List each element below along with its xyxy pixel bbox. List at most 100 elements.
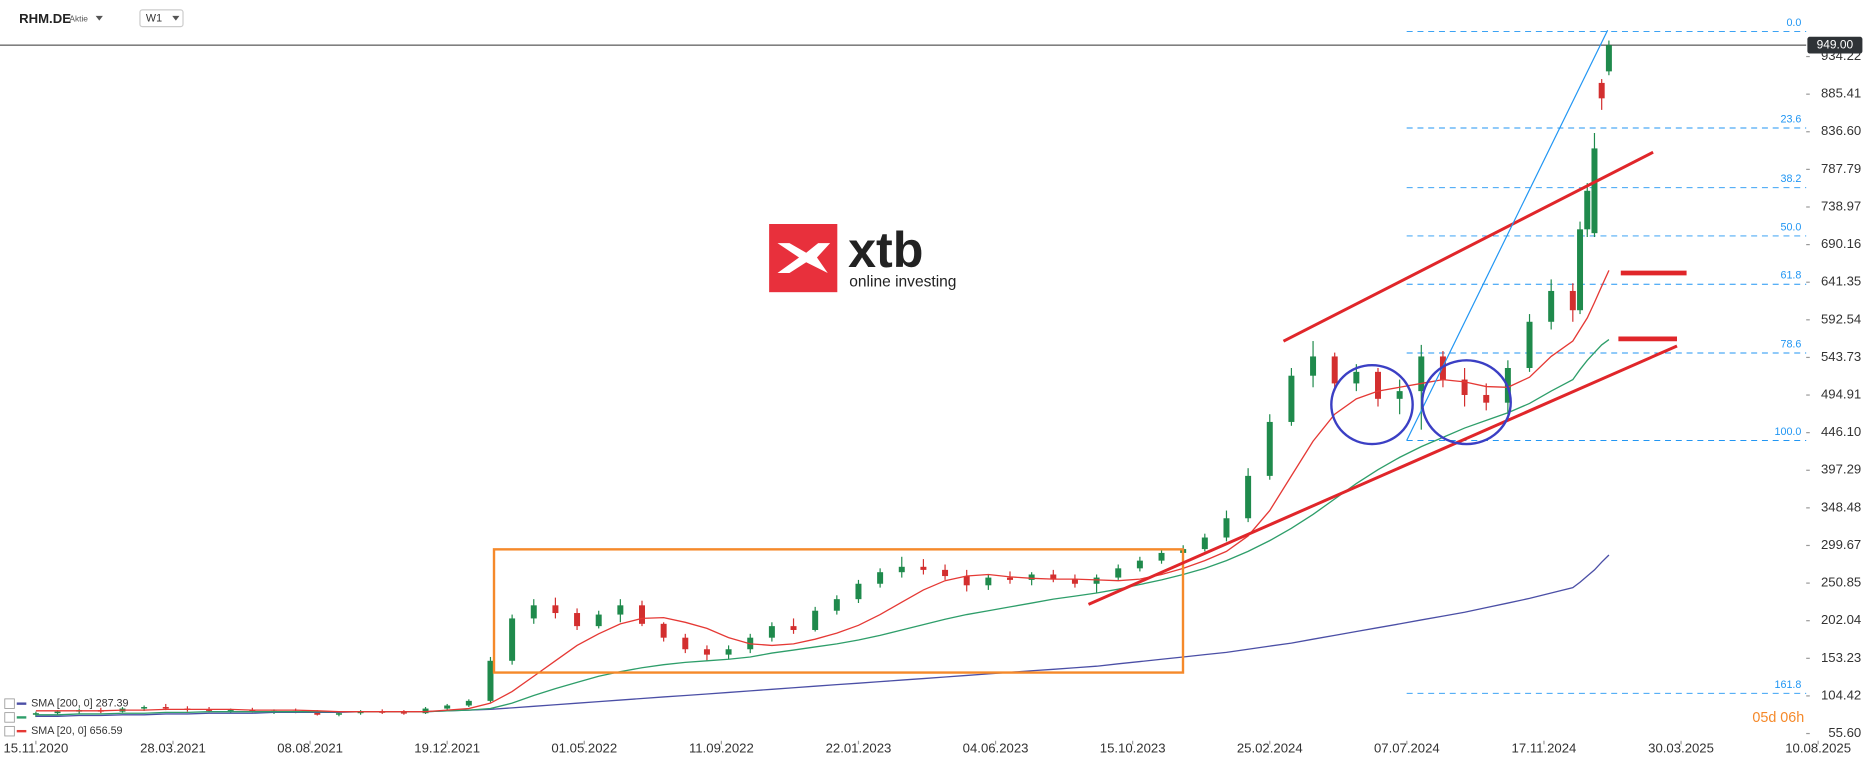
candle-body [1418,356,1425,392]
fib-label: 161.8 [1775,679,1802,691]
candle-body [444,705,451,709]
candle-body [552,605,559,614]
candle-body [855,583,862,600]
candle-body [682,637,689,650]
x-tick-label: 01.05.2022 [551,741,617,756]
x-tick-label: 15.11.2020 [3,741,68,756]
candle-body [141,707,148,709]
candle-body [703,649,710,655]
fib-label: 50.0 [1780,221,1801,233]
candle-body [1201,537,1208,550]
candle-body [1577,229,1584,311]
candle-body [335,713,342,715]
y-tick-label: 250.85 [1821,575,1861,590]
candle-body [1396,391,1403,399]
y-tick-label: 641.35 [1821,274,1861,289]
trend-line [1087,344,1678,606]
x-tick-label: 08.08.2021 [277,741,343,756]
price-label: 949.00 [1817,37,1854,51]
y-tick-label: 153.23 [1821,650,1861,665]
x-tick-label: 17.11.2024 [1512,741,1577,756]
fib-label: 23.6 [1780,113,1801,125]
fib-label: 78.6 [1780,338,1801,350]
legend-icon [4,712,15,723]
candle-body [1093,577,1100,584]
fib-label: 61.8 [1780,270,1801,282]
logo-tagline: online investing [849,274,956,291]
x-tick-label: 28.03.2021 [140,741,206,756]
candle-body [942,569,949,577]
y-tick-label: 299.67 [1821,537,1861,552]
candle-body [1569,290,1576,311]
legend-icon [4,725,15,737]
candle-body [595,614,602,627]
candle-body [357,711,364,714]
candle-body [249,710,256,712]
candle-body [1605,45,1612,72]
candle-body [833,599,840,611]
sma-line [35,339,1610,716]
candle-body [530,605,537,619]
candle-body [574,613,581,627]
x-tick-label: 22.01.2023 [826,741,892,756]
candle-body [617,605,624,615]
x-tick-label: 19.12.2021 [414,741,480,756]
candle-body [877,572,884,584]
candle-body [660,623,667,638]
y-tick-label: 690.16 [1821,236,1861,251]
logo-x [777,243,831,274]
fib-label: 0.0 [1786,17,1801,29]
interval[interactable]: W1 [146,13,162,25]
x-tick-label: 11.09.2022 [689,741,754,756]
y-tick-label: 592.54 [1821,311,1861,326]
candle-body [422,708,429,714]
candle-body [54,711,61,714]
y-tick-label: 543.73 [1821,349,1861,364]
dropdown-arrow[interactable] [172,15,180,21]
candle-body [400,712,407,714]
x-tick-label: 30.03.2025 [1648,741,1714,756]
candle-body [1288,375,1295,422]
candle-body [1071,579,1078,584]
legend-icon [4,698,15,709]
candle-body [725,649,732,655]
candle-body [162,707,169,709]
candle-body [1548,290,1555,322]
candle-body [32,713,39,715]
x-tick-label: 10.08.2025 [1785,741,1851,756]
trend-line [1282,150,1654,343]
candle-body [1136,560,1143,569]
candle-body [1223,518,1230,538]
y-tick-label: 446.10 [1821,424,1861,439]
candle-body [920,566,927,570]
candle-body [1584,190,1591,230]
candle-body [1598,82,1605,99]
candle-body [1461,379,1468,395]
candle-body [790,626,797,630]
price-box [1807,36,1863,54]
candle-body [639,605,645,624]
candle-body [1028,574,1035,580]
symbol[interactable]: RHM.DE [19,11,71,26]
y-tick-label: 55.60 [1828,725,1861,740]
candle-body [1331,356,1338,384]
range-box [492,548,1185,674]
candle-body [1375,371,1381,399]
candle-body [1050,574,1057,580]
candle-body [314,712,321,715]
candle-body [509,618,516,661]
dropdown-arrow[interactable] [95,15,103,21]
candle-body [1245,475,1252,519]
highlight-circle [1421,359,1512,446]
fib-anchor [1406,29,1609,441]
candle-body [1115,568,1122,578]
interval-select[interactable] [139,9,184,28]
candle-body [1483,394,1490,403]
fib-label: 100.0 [1775,426,1802,438]
legend-label: SMA [200, 0] 287.39 [31,698,128,710]
x-tick-label: 15.10.2023 [1100,741,1166,756]
candle-body [812,610,819,630]
y-tick-label: 787.79 [1821,161,1861,176]
